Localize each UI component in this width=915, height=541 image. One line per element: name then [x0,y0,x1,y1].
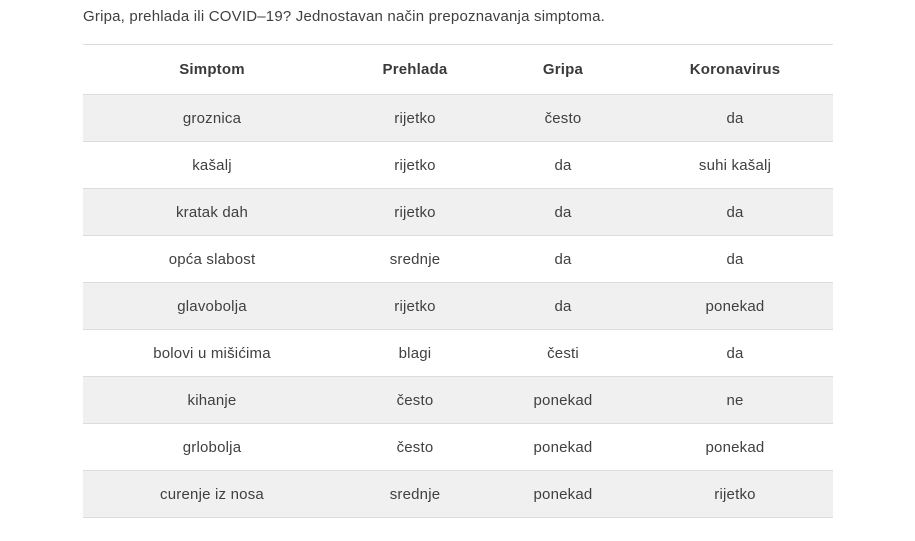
cell-koronavirus: rijetko [637,470,833,518]
cell-prehlada: rijetko [341,188,489,236]
table-row: curenje iz nosa srednje ponekad rijetko [83,470,833,518]
cell-symptom: grlobolja [83,423,341,471]
cell-prehlada: rijetko [341,94,489,142]
cell-gripa: često [489,94,637,142]
article-content: Gripa, prehlada ili COVID–19? Jednostava… [83,8,833,518]
cell-gripa: da [489,188,637,236]
cell-symptom: glavobolja [83,282,341,330]
column-header-simptom: Simptom [83,44,341,95]
cell-prehlada: blagi [341,329,489,377]
cell-symptom: kihanje [83,376,341,424]
cell-gripa: česti [489,329,637,377]
cell-prehlada: rijetko [341,282,489,330]
cell-gripa: ponekad [489,423,637,471]
column-header-prehlada: Prehlada [341,44,489,95]
cell-symptom: kašalj [83,141,341,189]
table-row: opća slabost srednje da da [83,235,833,283]
cell-koronavirus: da [637,235,833,283]
cell-gripa: ponekad [489,376,637,424]
cell-koronavirus: da [637,94,833,142]
cell-gripa: da [489,282,637,330]
cell-gripa: da [489,235,637,283]
table-row: glavobolja rijetko da ponekad [83,282,833,330]
cell-prehlada: srednje [341,235,489,283]
table-header: Simptom Prehlada Gripa Koronavirus [83,44,833,95]
table-row: groznica rijetko često da [83,94,833,142]
cell-prehlada: srednje [341,470,489,518]
table-row: bolovi u mišićima blagi česti da [83,329,833,377]
page-title: Gripa, prehlada ili COVID–19? Jednostava… [83,8,605,25]
header-row: Simptom Prehlada Gripa Koronavirus [83,44,833,95]
cell-koronavirus: ne [637,376,833,424]
cell-symptom: groznica [83,94,341,142]
table-row: kihanje često ponekad ne [83,376,833,424]
cell-symptom: bolovi u mišićima [83,329,341,377]
cell-symptom: opća slabost [83,235,341,283]
cell-prehlada: rijetko [341,141,489,189]
cell-koronavirus: suhi kašalj [637,141,833,189]
cell-symptom: curenje iz nosa [83,470,341,518]
table-row: kašalj rijetko da suhi kašalj [83,141,833,189]
cell-koronavirus: da [637,188,833,236]
cell-gripa: ponekad [489,470,637,518]
cell-koronavirus: da [637,329,833,377]
table-row: kratak dah rijetko da da [83,188,833,236]
table-row: grlobolja često ponekad ponekad [83,423,833,471]
symptom-comparison-table: Simptom Prehlada Gripa Koronavirus grozn… [83,44,833,518]
cell-koronavirus: ponekad [637,423,833,471]
cell-prehlada: često [341,376,489,424]
table-body: groznica rijetko često da kašalj rijetko… [83,94,833,518]
cell-prehlada: često [341,423,489,471]
cell-gripa: da [489,141,637,189]
column-header-koronavirus: Koronavirus [637,44,833,95]
cell-symptom: kratak dah [83,188,341,236]
column-header-gripa: Gripa [489,44,637,95]
cell-koronavirus: ponekad [637,282,833,330]
